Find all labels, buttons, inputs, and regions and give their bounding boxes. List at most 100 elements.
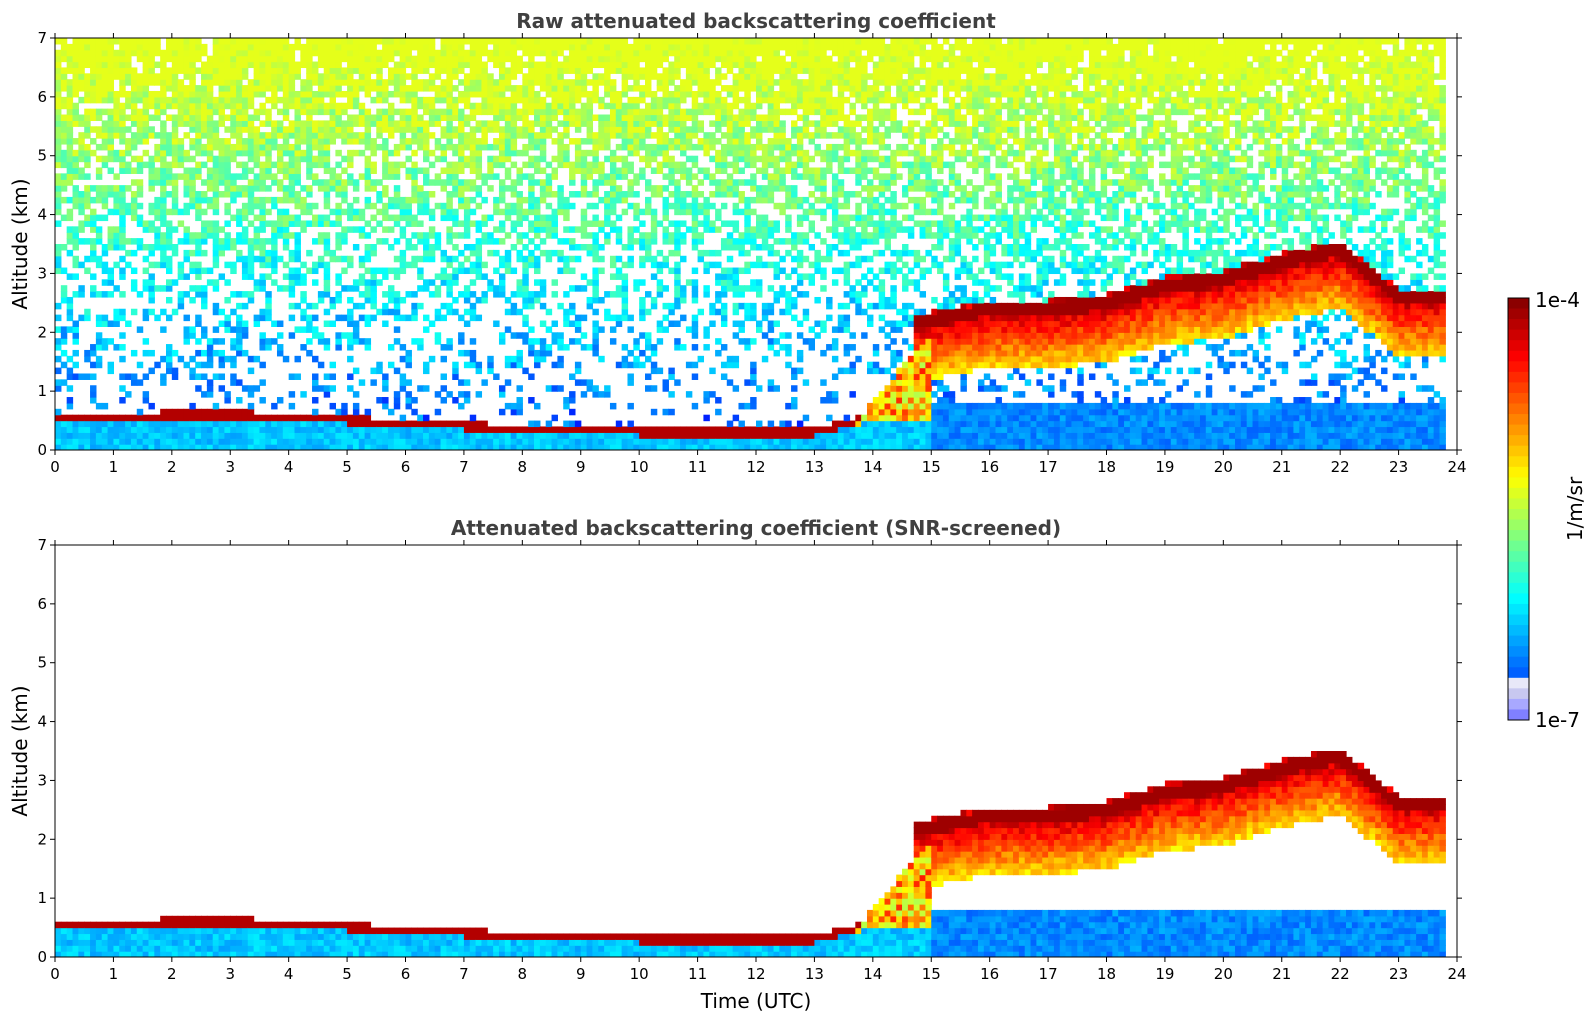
heatmap-cell [55, 132, 62, 139]
heatmap-cell [732, 332, 740, 339]
heatmap-cell [475, 79, 483, 86]
heatmap-cell [732, 302, 740, 310]
heatmap-cell [352, 226, 360, 233]
heatmap-cell [78, 438, 85, 445]
heatmap-cell [206, 102, 214, 110]
heatmap-cell [212, 43, 220, 51]
heatmap-cell [411, 114, 418, 121]
heatmap-cell [569, 79, 576, 86]
heatmap-cell [236, 208, 243, 216]
heatmap-cell [224, 167, 231, 174]
heatmap-cell [732, 102, 740, 110]
heatmap-cell [598, 102, 605, 110]
heatmap-cell [165, 420, 173, 428]
heatmap-cell [107, 61, 115, 69]
heatmap-cell [627, 61, 634, 69]
heatmap-cell [662, 149, 669, 157]
heatmap-cell [709, 120, 716, 127]
heatmap-cell [557, 73, 564, 80]
heatmap-cell [247, 61, 255, 69]
heatmap-cell [171, 196, 179, 204]
heatmap-cell [294, 167, 301, 174]
heatmap-cell [563, 426, 570, 433]
heatmap-cell [750, 361, 757, 369]
heatmap-cell [639, 49, 646, 57]
heatmap-cell [84, 426, 91, 433]
heatmap-cell [265, 291, 272, 298]
heatmap-cell [709, 108, 716, 116]
heatmap-cell [183, 426, 190, 433]
heatmap-cell [411, 55, 418, 63]
heatmap-cell [387, 126, 395, 133]
heatmap-cell [382, 420, 389, 428]
heatmap-cell [545, 249, 553, 257]
heatmap-cell [125, 126, 132, 133]
heatmap-cell [539, 43, 547, 51]
heatmap-cell [528, 43, 535, 51]
heatmap-cell [148, 220, 155, 227]
heatmap-cell [317, 255, 325, 263]
heatmap-cell [469, 196, 477, 204]
heatmap-cell [685, 432, 693, 439]
heatmap-cell [358, 302, 366, 310]
heatmap-cell [504, 267, 512, 275]
heatmap-cell [189, 90, 196, 98]
heatmap-cell [265, 43, 272, 51]
heatmap-cell [726, 61, 734, 69]
heatmap-cell [101, 414, 109, 422]
heatmap-cell [522, 255, 529, 263]
heatmap-cell [165, 408, 173, 416]
heatmap-cell [72, 85, 79, 92]
heatmap-cell [364, 249, 372, 257]
heatmap-cell [685, 391, 693, 398]
heatmap-cell [452, 61, 459, 69]
heatmap-cell [428, 426, 436, 433]
heatmap-cell [347, 102, 354, 110]
heatmap-cell [72, 238, 79, 245]
heatmap-cell [230, 126, 237, 133]
heatmap-cell [744, 61, 751, 69]
heatmap-cell [609, 291, 617, 298]
heatmap-cell [387, 426, 395, 433]
heatmap-cell [498, 138, 506, 145]
heatmap-cell [411, 43, 418, 51]
heatmap-cell [294, 426, 301, 433]
heatmap-cell [446, 338, 453, 345]
heatmap-cell [475, 432, 483, 439]
heatmap-cell [487, 367, 494, 375]
heatmap-cell [218, 373, 226, 380]
heatmap-cell [317, 143, 325, 151]
heatmap-cell [148, 179, 155, 186]
heatmap-cell [230, 408, 237, 416]
heatmap-cell [352, 55, 360, 63]
heatmap-cell [212, 138, 220, 145]
heatmap-cell [142, 55, 150, 63]
heatmap-cell [101, 38, 109, 45]
heatmap-cell [446, 102, 453, 110]
heatmap-cell [744, 155, 751, 163]
heatmap-cell [177, 114, 185, 121]
heatmap-cell [370, 185, 377, 192]
heatmap-cell [271, 249, 278, 257]
heatmap-cell [715, 114, 722, 121]
heatmap-cell [522, 279, 529, 286]
heatmap-cell [276, 255, 284, 263]
heatmap-cell [160, 373, 167, 380]
heatmap-cell [376, 397, 383, 404]
heatmap-cell [236, 61, 243, 69]
heatmap-cell [551, 444, 558, 450]
heatmap-cell [522, 161, 529, 169]
heatmap-cell [656, 367, 664, 375]
heatmap-cell [323, 432, 331, 439]
heatmap-cell [475, 167, 483, 174]
heatmap-cell [55, 90, 62, 98]
heatmap-cell [487, 214, 494, 222]
heatmap-cell [563, 444, 570, 450]
heatmap-cell [563, 432, 570, 439]
heatmap-cell [276, 285, 284, 292]
heatmap-cell [276, 43, 284, 51]
heatmap-cell [294, 202, 301, 210]
heatmap-cell [627, 379, 634, 386]
heatmap-cell [720, 155, 728, 163]
heatmap-cell [165, 73, 173, 80]
